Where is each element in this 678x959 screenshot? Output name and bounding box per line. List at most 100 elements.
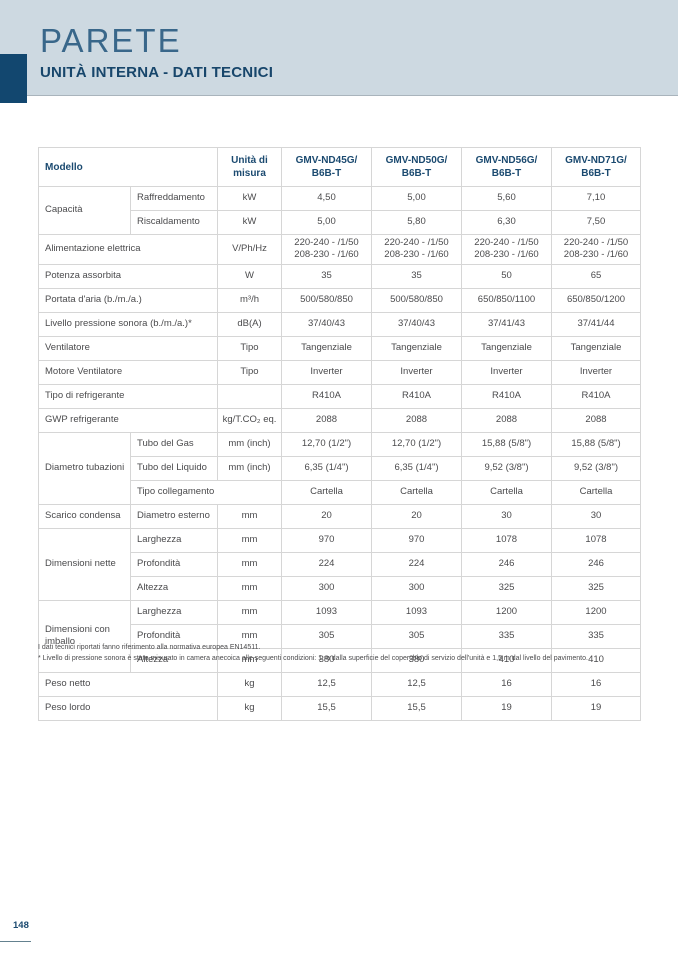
cell-unit: mm xyxy=(217,575,282,601)
header-model-4: GMV-ND71G/ B6B-T xyxy=(551,147,641,187)
cell-value: Inverter xyxy=(371,359,462,385)
table-header-row: Modello Unità di misura GMV-ND45G/ B6B-T… xyxy=(38,147,641,187)
table-row: Dimensioni nette Larghezza mm 970 970 10… xyxy=(38,527,641,601)
cell-value: 500/580/850 xyxy=(371,287,462,313)
cell-value: 220-240 - /1/50 208-230 - /1/60 xyxy=(551,234,641,265)
cell-sub-label: Riscaldamento xyxy=(130,210,218,235)
cell-unit: kg/T.CO₂ eq. xyxy=(217,407,282,433)
cell-sub-label: Tubo del Liquido xyxy=(130,455,218,481)
cell-value: 380 xyxy=(281,647,372,673)
cell-value: Cartella xyxy=(281,479,372,505)
cell-value: 2088 xyxy=(281,407,372,433)
tech-specs-table: Modello Unità di misura GMV-ND45G/ B6B-T… xyxy=(38,147,641,721)
cell-value: 35 xyxy=(281,263,372,289)
cell-value: 50 xyxy=(461,263,552,289)
cell-value: 12,70 (1/2") xyxy=(281,431,372,457)
page-banner: PARETE UNITÀ INTERNA - DATI TECNICI xyxy=(0,0,678,96)
cell-value: 224 xyxy=(281,551,372,577)
cell-label: Potenza assorbita xyxy=(38,263,218,289)
cell-value: 2088 xyxy=(551,407,641,433)
cell-value: 7,10 xyxy=(551,186,641,211)
cell-value: R410A xyxy=(281,383,372,409)
cell-value: 6,35 (1/4") xyxy=(281,455,372,481)
cell-unit: mm (inch) xyxy=(217,431,282,457)
cell-value: Inverter xyxy=(281,359,372,385)
cell-group-label: Capacità xyxy=(38,186,131,235)
cell-label: Motore Ventilatore xyxy=(38,359,218,385)
table-row: Ventilatore Tipo Tangenziale Tangenziale… xyxy=(38,335,641,361)
table-row: Livello pressione sonora (b./m./a.)* dB(… xyxy=(38,311,641,337)
cell-unit: mm xyxy=(217,527,282,553)
cell-value: 2088 xyxy=(461,407,552,433)
table-row: Tipo collegamento Cartella Cartella Cart… xyxy=(39,479,641,505)
cell-value: 246 xyxy=(461,551,552,577)
cell-value: 15,88 (5/8") xyxy=(551,431,641,457)
cell-value: 325 xyxy=(461,575,552,601)
cell-value: 246 xyxy=(551,551,641,577)
cell-value: 15,88 (5/8") xyxy=(461,431,552,457)
cell-label: Peso lordo xyxy=(38,695,218,721)
cell-unit: kg xyxy=(217,695,282,721)
table-row: Alimentazione elettrica V/Ph/Hz 220-240 … xyxy=(38,234,641,265)
cell-sub-label: Tubo del Gas xyxy=(130,431,218,457)
cell-value: 1200 xyxy=(461,599,552,625)
table-row: Scarico condensa Diametro esterno mm 20 … xyxy=(38,503,641,529)
cell-label: Tipo di refrigerante xyxy=(38,383,218,409)
header-model-label: Modello xyxy=(38,147,218,187)
cell-sub-label: Profondità xyxy=(130,551,218,577)
table-row: Peso netto kg 12,5 12,5 16 16 xyxy=(38,671,641,697)
table-row: Tubo del Liquido mm (inch) 6,35 (1/4") 6… xyxy=(39,455,641,481)
table-row: Peso lordo kg 15,5 15,5 19 19 xyxy=(38,695,641,721)
cell-unit: mm xyxy=(217,503,282,529)
cell-value: 5,00 xyxy=(281,210,372,235)
header-model-2: GMV-ND50G/ B6B-T xyxy=(371,147,462,187)
cell-label: Ventilatore xyxy=(38,335,218,361)
cell-sub-label: Raffreddamento xyxy=(130,186,218,211)
table-row: Potenza assorbita W 35 35 50 65 xyxy=(38,263,641,289)
table-row: Dimensioni con imballo Larghezza mm 1093… xyxy=(38,599,641,673)
cell-value: 300 xyxy=(281,575,372,601)
cell-value: 1093 xyxy=(371,599,462,625)
cell-value: 650/850/1200 xyxy=(551,287,641,313)
cell-value: 20 xyxy=(371,503,462,529)
cell-value: 2088 xyxy=(371,407,462,433)
cell-sub-label: Tipo collegamento xyxy=(130,479,282,505)
cell-value: 500/580/850 xyxy=(281,287,372,313)
cell-value: 5,60 xyxy=(461,186,552,211)
cell-value: 220-240 - /1/50 208-230 - /1/60 xyxy=(281,234,372,265)
table-row: Tipo di refrigerante R410A R410A R410A R… xyxy=(38,383,641,409)
cell-unit: kg xyxy=(217,671,282,697)
cell-sub-label: Altezza xyxy=(130,647,218,673)
cell-unit: V/Ph/Hz xyxy=(217,234,282,265)
table-row: Diametro tubazioni Tubo del Gas mm (inch… xyxy=(38,431,641,505)
header-model-3: GMV-ND56G/ B6B-T xyxy=(461,147,552,187)
page-subtitle: UNITÀ INTERNA - DATI TECNICI xyxy=(40,64,274,81)
page-number-rule xyxy=(0,941,31,942)
cell-label: Alimentazione elettrica xyxy=(38,234,218,265)
table-row: Profondità mm 305 305 335 335 xyxy=(39,623,641,649)
cell-value: 970 xyxy=(371,527,462,553)
cell-value: 220-240 - /1/50 208-230 - /1/60 xyxy=(461,234,552,265)
cell-unit: mm xyxy=(217,551,282,577)
table-row: Riscaldamento kW 5,00 5,80 6,30 7,50 xyxy=(39,210,641,235)
cell-value: 20 xyxy=(281,503,372,529)
cell-value: 12,70 (1/2") xyxy=(371,431,462,457)
cell-label: Livello pressione sonora (b./m./a.)* xyxy=(38,311,218,337)
cell-value: 300 xyxy=(371,575,462,601)
table-row: Capacità Raffreddamento kW 4,50 5,00 5,6… xyxy=(38,186,641,235)
cell-value: 5,00 xyxy=(371,186,462,211)
page-number: 148 xyxy=(13,920,29,931)
cell-value: R410A xyxy=(551,383,641,409)
cell-value: 224 xyxy=(371,551,462,577)
cell-value: 6,30 xyxy=(461,210,552,235)
cell-value: 6,35 (1/4") xyxy=(371,455,462,481)
header-model-1: GMV-ND45G/ B6B-T xyxy=(281,147,372,187)
cell-value: 970 xyxy=(281,527,372,553)
cell-value: 37/40/43 xyxy=(281,311,372,337)
cell-value: 9,52 (3/8") xyxy=(461,455,552,481)
cell-sub-label: Diametro esterno xyxy=(130,503,218,529)
cell-unit: m³/h xyxy=(217,287,282,313)
cell-value: Inverter xyxy=(461,359,552,385)
cell-value: 19 xyxy=(461,695,552,721)
